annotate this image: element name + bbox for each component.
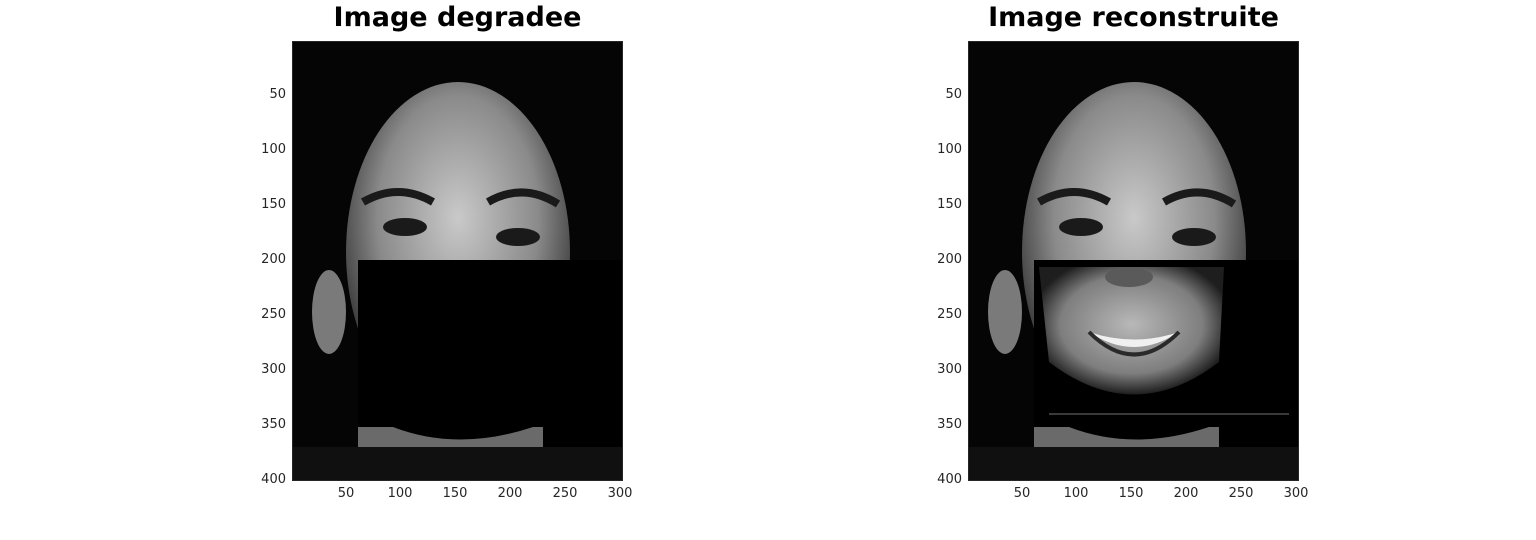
left-eye — [383, 218, 427, 236]
right-ytick-250: 250 — [937, 307, 962, 322]
left-eyebrow — [1037, 188, 1111, 206]
left-image-axes — [292, 41, 623, 481]
left-ytick-50: 50 — [269, 87, 286, 102]
right-ytick-350: 350 — [937, 417, 962, 432]
chin-visible — [358, 427, 543, 447]
right-ytick-100: 100 — [937, 142, 962, 157]
right-image-axes — [968, 41, 1299, 481]
left-xtick-100: 100 — [387, 486, 413, 501]
left-ytick-150: 150 — [261, 197, 286, 212]
right-xtick-300: 300 — [1283, 486, 1309, 501]
left-eyebrow — [361, 188, 435, 206]
teeth — [1089, 332, 1179, 347]
right-xtick-250: 250 — [1228, 486, 1254, 501]
right-ytick-400: 400 — [937, 472, 962, 487]
right-ytick-300: 300 — [937, 362, 962, 377]
left-ytick-250: 250 — [261, 307, 286, 322]
reconstructed-face-image — [969, 82, 1298, 480]
right-eye — [1172, 228, 1216, 246]
left-ytick-350: 350 — [261, 417, 286, 432]
bottom-band — [293, 447, 622, 480]
bottom-band — [969, 447, 1298, 480]
left-ytick-200: 200 — [261, 252, 286, 267]
right-xtick-150: 150 — [1118, 486, 1144, 501]
left-ear — [312, 270, 346, 354]
nose — [1105, 267, 1153, 287]
left-xtick-300: 300 — [607, 486, 633, 501]
right-eyebrow — [1162, 188, 1237, 208]
left-eye — [1059, 218, 1103, 236]
right-panel: Image reconstruite — [926, 0, 1346, 540]
right-eye — [496, 228, 540, 246]
left-ear — [988, 270, 1022, 354]
right-ytick-200: 200 — [937, 252, 962, 267]
right-xtick-200: 200 — [1173, 486, 1199, 501]
left-xtick-150: 150 — [442, 486, 468, 501]
left-ytick-300: 300 — [261, 362, 286, 377]
occlusion-rect — [358, 260, 622, 447]
right-eyebrow — [486, 188, 561, 208]
right-xtick-100: 100 — [1063, 486, 1089, 501]
left-ytick-400: 400 — [261, 472, 286, 487]
right-ytick-150: 150 — [937, 197, 962, 212]
right-ytick-50: 50 — [945, 87, 962, 102]
left-ytick-100: 100 — [261, 142, 286, 157]
left-xtick-50: 50 — [337, 486, 355, 501]
right-xtick-50: 50 — [1013, 486, 1031, 501]
left-xtick-250: 250 — [552, 486, 578, 501]
reconstructed-lower-face — [1039, 267, 1224, 395]
left-panel: Image degradee 50 100 150 200 250 300 35… — [250, 0, 670, 540]
smile — [1087, 330, 1181, 357]
right-panel-title: Image reconstruite — [988, 2, 1279, 33]
left-xtick-200: 200 — [497, 486, 523, 501]
left-panel-title: Image degradee — [333, 2, 582, 33]
degraded-face-image — [293, 82, 622, 480]
chin-visible — [1034, 427, 1219, 447]
